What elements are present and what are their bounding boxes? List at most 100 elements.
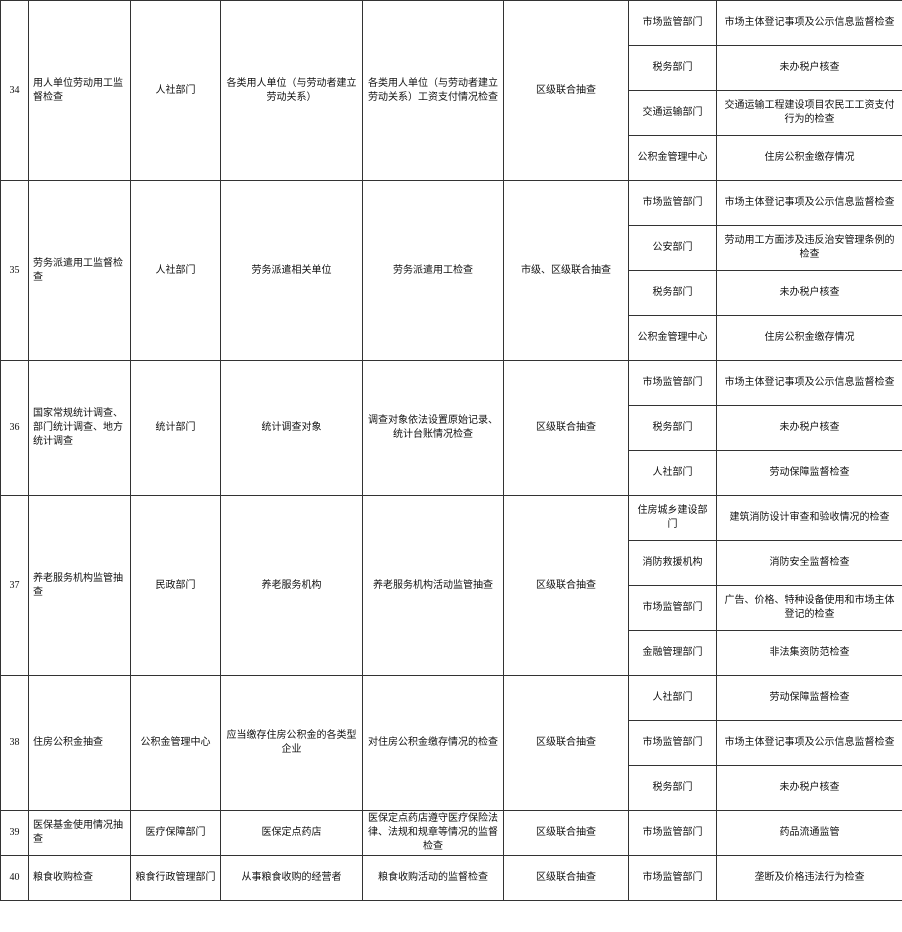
partner-department: 公安部门: [628, 225, 717, 271]
partner-content: 住房公积金缴存情况: [716, 135, 902, 181]
partner-department: 市场监管部门: [628, 585, 717, 631]
inspection-target: 统计调查对象: [220, 360, 363, 496]
partner-content: 未办税户核查: [716, 405, 902, 451]
partner-content: 市场主体登记事项及公示信息监督检查: [716, 180, 902, 226]
inspection-item: 国家常规统计调查、部门统计调查、地方统计调查: [28, 360, 131, 496]
lead-department: 公积金管理中心: [130, 675, 221, 811]
partner-content: 市场主体登记事项及公示信息监督检查: [716, 720, 902, 766]
inspection-method: 区级联合抽查: [503, 495, 629, 676]
lead-department: 人社部门: [130, 180, 221, 361]
partner-content: 劳动保障监督检查: [716, 450, 902, 496]
inspection-item: 住房公积金抽查: [28, 675, 131, 811]
partner-department: 公积金管理中心: [628, 315, 717, 361]
partner-department: 公积金管理中心: [628, 135, 717, 181]
partner-department: 市场监管部门: [628, 180, 717, 226]
table-row: 36 国家常规统计调查、部门统计调查、地方统计调查 统计部门 统计调查对象 调查对象依法…: [0, 360, 902, 496]
partner-department: 税务部门: [628, 270, 717, 316]
inspection-content: 劳务派遣用工检查: [362, 180, 504, 361]
table-row: 税务部门 未办税户核查: [1, 765, 902, 811]
partner-content: 非法集资防范检查: [716, 630, 902, 676]
table-row: 交通运输部门 交通运输工程建设项目农民工工资支付行为的检查: [1, 90, 902, 136]
partner-content: 住房公积金缴存情况: [716, 315, 902, 361]
partner-content: 市场主体登记事项及公示信息监督检查: [716, 360, 902, 406]
row-number: 34: [0, 0, 29, 181]
inspection-target: 应当缴存住房公积金的各类型企业: [220, 675, 363, 811]
row-number: 40: [0, 855, 29, 901]
partner-content: 未办税户核查: [716, 765, 902, 811]
inspection-item: 粮食收购检查: [28, 855, 131, 901]
partner-department: 住房城乡建设部门: [628, 495, 717, 541]
table-row: 39 医保基金使用情况抽查 医疗保障部门 医保定点药店 医保定点药店遵守医疗保险法律、法…: [0, 810, 902, 856]
table-row: 公积金管理中心 住房公积金缴存情况: [1, 315, 902, 361]
partner-department: 税务部门: [628, 765, 717, 811]
partner-department: 税务部门: [628, 405, 717, 451]
table-row: 金融管理部门 非法集资防范检查: [1, 630, 902, 676]
partner-department: 税务部门: [628, 45, 717, 91]
partner-content: 建筑消防设计审查和验收情况的检查: [716, 495, 902, 541]
partner-content: 劳动保障监督检查: [716, 675, 902, 721]
lead-department: 统计部门: [130, 360, 221, 496]
partner-department: 市场监管部门: [628, 360, 717, 406]
inspection-content: 医保定点药店遵守医疗保险法律、法规和规章等情况的监督检查: [362, 810, 504, 856]
inspection-method: 区级联合抽查: [503, 0, 629, 181]
partner-content: 劳动用工方面涉及违反治安管理条例的检查: [716, 225, 902, 271]
partner-content: 广告、价格、特种设备使用和市场主体登记的检查: [716, 585, 902, 631]
table-row: 37 养老服务机构监管抽查 民政部门 养老服务机构 养老服务机构活动监管抽查 区级联合抽查…: [0, 495, 902, 676]
partner-department: 消防救援机构: [628, 540, 717, 586]
table-row: 税务部门 未办税户核查: [1, 405, 902, 451]
inspection-content: 养老服务机构活动监管抽查: [362, 495, 504, 676]
partner-department: 市场监管部门: [628, 0, 717, 46]
partner-content: 消防安全监督检查: [716, 540, 902, 586]
partner-content: 市场主体登记事项及公示信息监督检查: [716, 0, 902, 46]
lead-department: 粮食行政管理部门: [130, 855, 221, 901]
inspection-method: 区级联合抽查: [503, 675, 629, 811]
partner-content: 垄断及价格违法行为检查: [716, 855, 902, 901]
partner-department: 市场监管部门: [628, 855, 717, 901]
partner-content: 交通运输工程建设项目农民工工资支付行为的检查: [716, 90, 902, 136]
inspection-method: 市级、区级联合抽查: [503, 180, 629, 361]
table-row: 市场监管部门 广告、价格、特种设备使用和市场主体登记的检查: [1, 585, 902, 631]
inspection-target: 劳务派遣相关单位: [220, 180, 363, 361]
partner-content: 未办税户核查: [716, 270, 902, 316]
lead-department: 民政部门: [130, 495, 221, 676]
partner-department: 市场监管部门: [628, 720, 717, 766]
partner-department: 金融管理部门: [628, 630, 717, 676]
inspection-item: 养老服务机构监管抽查: [28, 495, 131, 676]
table-row: 38 住房公积金抽查 公积金管理中心 应当缴存住房公积金的各类型企业 对住房公积金缴存情…: [0, 675, 902, 811]
partner-department: 人社部门: [628, 675, 717, 721]
inspection-table: 34 用人单位劳动用工监督检查 人社部门 各类用人单位（与劳动者建立劳动关系） 各类用人…: [0, 0, 902, 901]
table-body: 34 用人单位劳动用工监督检查 人社部门 各类用人单位（与劳动者建立劳动关系） 各类用人…: [0, 0, 902, 901]
inspection-target: 医保定点药店: [220, 810, 363, 856]
partner-content: 药品流通监管: [716, 810, 902, 856]
table-row: 消防救援机构 消防安全监督检查: [1, 540, 902, 586]
table-row: 40 粮食收购检查 粮食行政管理部门 从事粮食收购的经营者 粮食收购活动的监督检查 区级联…: [0, 855, 902, 901]
partner-department: 市场监管部门: [628, 810, 717, 856]
inspection-item: 劳务派遣用工监督检查: [28, 180, 131, 361]
inspection-content: 粮食收购活动的监督检查: [362, 855, 504, 901]
inspection-method: 区级联合抽查: [503, 360, 629, 496]
row-number: 39: [0, 810, 29, 856]
partner-content: 未办税户核查: [716, 45, 902, 91]
table-row: 市场监管部门 市场主体登记事项及公示信息监督检查: [1, 720, 902, 766]
inspection-method: 区级联合抽查: [503, 855, 629, 901]
table-row: 34 用人单位劳动用工监督检查 人社部门 各类用人单位（与劳动者建立劳动关系） 各类用人…: [0, 0, 902, 181]
lead-department: 医疗保障部门: [130, 810, 221, 856]
inspection-target: 养老服务机构: [220, 495, 363, 676]
inspection-item: 医保基金使用情况抽查: [28, 810, 131, 856]
table-row: 人社部门 劳动保障监督检查: [1, 450, 902, 496]
inspection-content: 对住房公积金缴存情况的检查: [362, 675, 504, 811]
row-number: 38: [0, 675, 29, 811]
row-number: 37: [0, 495, 29, 676]
row-number: 35: [0, 180, 29, 361]
row-number: 36: [0, 360, 29, 496]
table-row: 35 劳务派遣用工监督检查 人社部门 劳务派遣相关单位 劳务派遣用工检查 市级、区级联合抽…: [0, 180, 902, 361]
inspection-item: 用人单位劳动用工监督检查: [28, 0, 131, 181]
inspection-target: 各类用人单位（与劳动者建立劳动关系）: [220, 0, 363, 181]
inspection-content: 各类用人单位（与劳动者建立劳动关系）工资支付情况检查: [362, 0, 504, 181]
inspection-content: 调查对象依法设置原始记录、统计台账情况检查: [362, 360, 504, 496]
table-row: 公安部门 劳动用工方面涉及违反治安管理条例的检查: [1, 225, 902, 271]
lead-department: 人社部门: [130, 0, 221, 181]
inspection-method: 区级联合抽查: [503, 810, 629, 856]
partner-department: 交通运输部门: [628, 90, 717, 136]
